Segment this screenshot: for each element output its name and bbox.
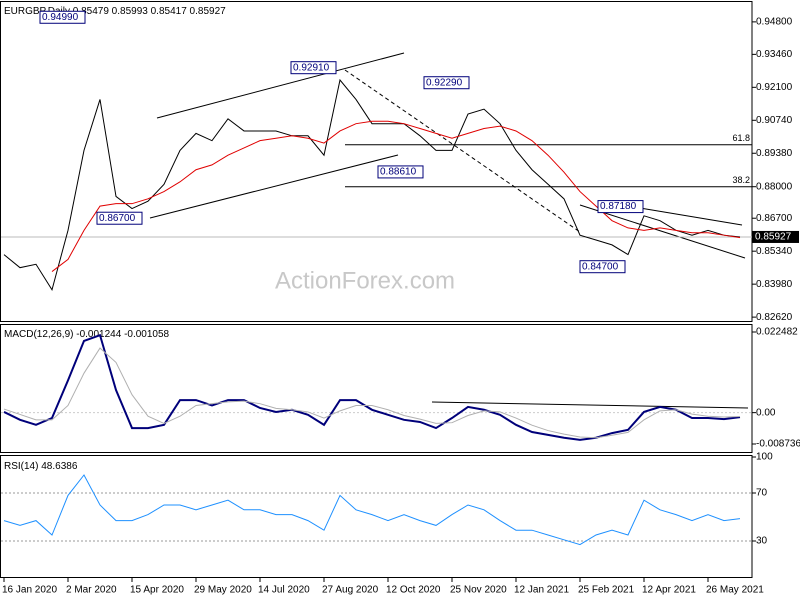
y-tick-label: 0.83980	[756, 279, 793, 290]
fib-label: 61.8	[732, 133, 750, 143]
last-value: 48.6386	[41, 461, 78, 472]
annotation-box	[96, 211, 143, 225]
x-tick-label: 25 Feb 2021	[578, 585, 635, 596]
annotation-box	[290, 61, 337, 75]
annotation-label: 0.92290	[426, 77, 463, 88]
y-tick-label: 0.85340	[756, 246, 793, 257]
ohlc-value: 0.85417	[151, 6, 188, 17]
channel-line	[639, 207, 743, 226]
y-tick-label: 0.94800	[756, 17, 793, 28]
y-tick-label: 0.92100	[756, 82, 793, 93]
y-tick-label: 0.88000	[756, 181, 793, 192]
y-tick-label: 0.90740	[756, 115, 793, 126]
y-tick-label: -0.008736	[756, 439, 800, 450]
last-value: -0.001058	[124, 329, 169, 340]
title-text: RSI(14)	[4, 461, 38, 472]
y-tick-label: 30	[756, 536, 768, 547]
last-price-label: 0.85927	[755, 232, 792, 243]
price-panel	[0, 1, 753, 322]
x-tick-label: 14 Jul 2020	[258, 585, 310, 596]
rsi-panel	[0, 455, 753, 578]
series-line	[51, 120, 741, 272]
y-tick-label: 0.86700	[756, 213, 793, 224]
x-tick-label: 16 Jan 2020	[2, 585, 57, 596]
title-text: MACD(12,26,9)	[4, 329, 73, 340]
fib-label: 38.2	[732, 175, 750, 185]
annotation-label: 0.87180	[600, 201, 637, 212]
x-tick-label: 12 Oct 2020	[386, 585, 441, 596]
channel-line	[149, 154, 399, 219]
annotation-label: 0.84700	[582, 261, 619, 272]
ohlc-value: 0.85927	[190, 6, 227, 17]
trend-line	[344, 69, 581, 233]
series-line	[3, 474, 741, 546]
annotation-box	[377, 165, 424, 179]
title-text: EURGBP,Daily	[4, 6, 70, 17]
panel-title: MACD(12,26,9) -0.001244 -0.001058	[4, 329, 170, 340]
series-line	[3, 347, 741, 439]
panel-title: EURGBP,Daily 0.85479 0.85993 0.85417 0.8…	[4, 6, 226, 17]
annotation-label: 0.86700	[99, 213, 136, 224]
y-tick-label: 0.82620	[756, 312, 793, 323]
channel-line	[156, 52, 405, 119]
annotation-box	[579, 260, 626, 274]
x-tick-label: 15 Apr 2020	[130, 585, 184, 596]
annotation-box	[423, 76, 470, 90]
macd-panel	[0, 324, 753, 453]
annotation-label: 0.92910	[293, 62, 330, 73]
annotation-box	[39, 10, 86, 24]
y-tick-label: 0.00	[756, 407, 776, 418]
macd-trend-line	[431, 401, 749, 409]
x-tick-label: 27 Aug 2020	[322, 585, 379, 596]
watermark: ActionForex.com	[275, 267, 455, 294]
x-tick-label: 29 May 2020	[194, 585, 252, 596]
channel-line	[579, 204, 746, 259]
annotation-box	[597, 200, 644, 214]
ohlc-value: 0.85993	[112, 6, 149, 17]
series-line	[3, 333, 741, 441]
x-tick-label: 2 Mar 2020	[66, 585, 117, 596]
last-value: -0.001244	[76, 329, 121, 340]
annotation-label: 0.88610	[380, 167, 417, 178]
x-tick-label: 25 Nov 2020	[450, 585, 507, 596]
y-tick-label: 0.89380	[756, 148, 793, 159]
x-tick-label: 12 Apr 2021	[642, 585, 696, 596]
annotation-label: 0.94990	[42, 12, 79, 23]
x-tick-label: 26 May 2021	[706, 585, 764, 596]
series-line	[3, 78, 741, 291]
last-price-box	[752, 230, 799, 243]
panel-title: RSI(14) 48.6386	[4, 461, 78, 472]
y-tick-label: 0.022482	[756, 327, 798, 338]
y-tick-label: 70	[756, 488, 768, 499]
x-tick-label: 12 Jan 2021	[514, 585, 569, 596]
ohlc-value: 0.85479	[73, 6, 110, 17]
y-tick-label: 0.93460	[756, 49, 793, 60]
y-tick-label: 100	[756, 452, 773, 463]
